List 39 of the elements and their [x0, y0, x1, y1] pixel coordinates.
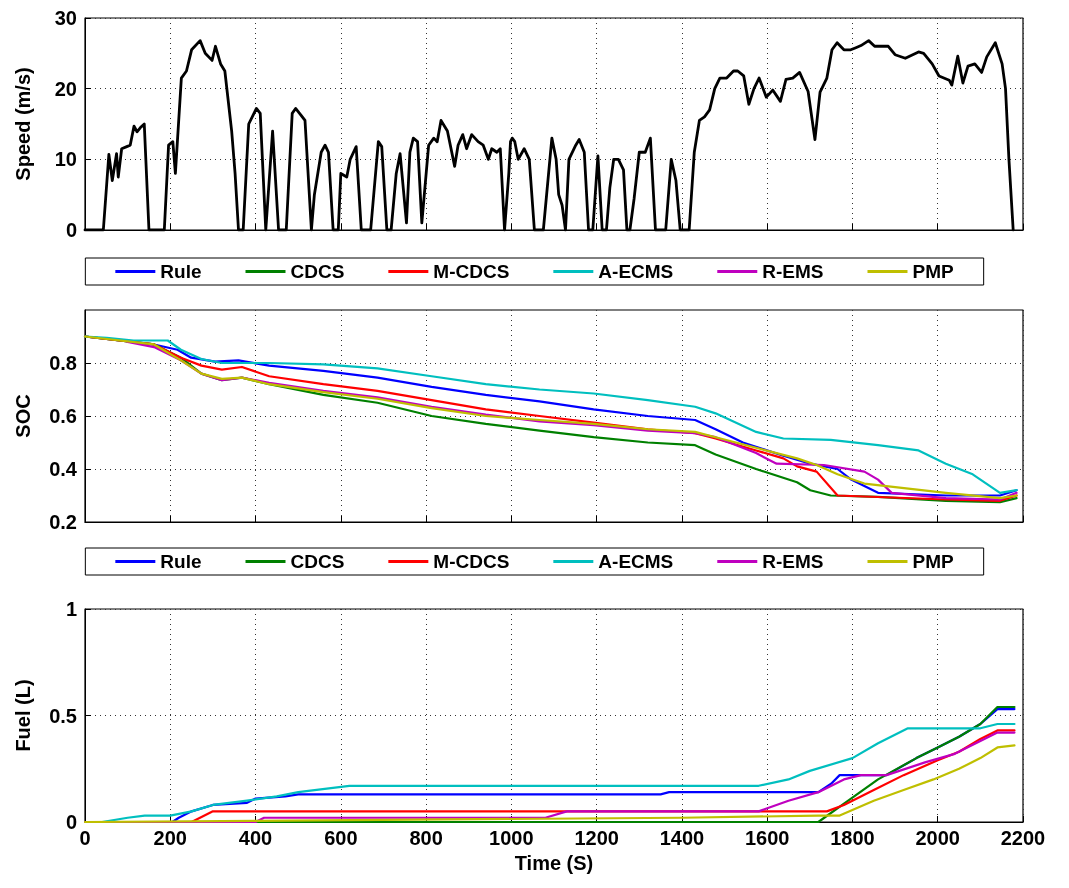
y-tick-label: 10: [54, 148, 77, 171]
x-tick-label: 1800: [830, 827, 875, 849]
x-tick-label: 1400: [659, 827, 705, 849]
y-tick-label: 0.8: [49, 352, 77, 374]
legend-label: PMP: [912, 551, 954, 572]
legend-label: R-EMS: [762, 551, 824, 572]
legend-label: M-CDCS: [433, 261, 510, 282]
legend-label: A-ECMS: [598, 551, 674, 572]
y-axis-title: Fuel (L): [12, 679, 34, 752]
y-tick-label: 0: [65, 219, 77, 241]
x-tick-label: 2000: [915, 827, 960, 849]
legend-label: R-EMS: [762, 261, 824, 282]
y-tick-label: 0.6: [49, 405, 77, 427]
y-axis-title: Speed (m/s): [12, 67, 34, 181]
y-tick-label: 0.2: [49, 511, 77, 533]
y-tick-label: 30: [54, 7, 77, 29]
y-tick-label: 1: [65, 598, 77, 620]
y-tick-label: 0: [65, 811, 77, 833]
legend-label: A-ECMS: [598, 261, 674, 282]
y-tick-label: 0.5: [49, 704, 77, 727]
legend-label: Rule: [160, 551, 202, 572]
legend-label: CDCS: [290, 551, 345, 572]
x-tick-label: 1200: [574, 827, 619, 849]
x-tick-label: 800: [409, 827, 443, 849]
legend-label: M-CDCS: [433, 551, 510, 572]
x-tick-label: 1000: [489, 827, 534, 849]
x-tick-label: 1600: [744, 827, 790, 849]
y-axis-title: SOC: [12, 394, 34, 438]
x-axis-title: Time (S): [514, 851, 594, 874]
legend-label: PMP: [912, 261, 954, 282]
legend-label: CDCS: [290, 261, 345, 282]
x-tick-label: 200: [153, 827, 187, 849]
x-tick-label: 2200: [1000, 827, 1046, 849]
legend-label: Rule: [160, 261, 202, 282]
x-tick-label: 400: [238, 827, 273, 849]
x-tick-label: 600: [324, 827, 358, 849]
y-tick-label: 0.4: [49, 458, 78, 480]
y-tick-label: 20: [54, 77, 77, 100]
x-tick-label: 0: [79, 827, 91, 849]
